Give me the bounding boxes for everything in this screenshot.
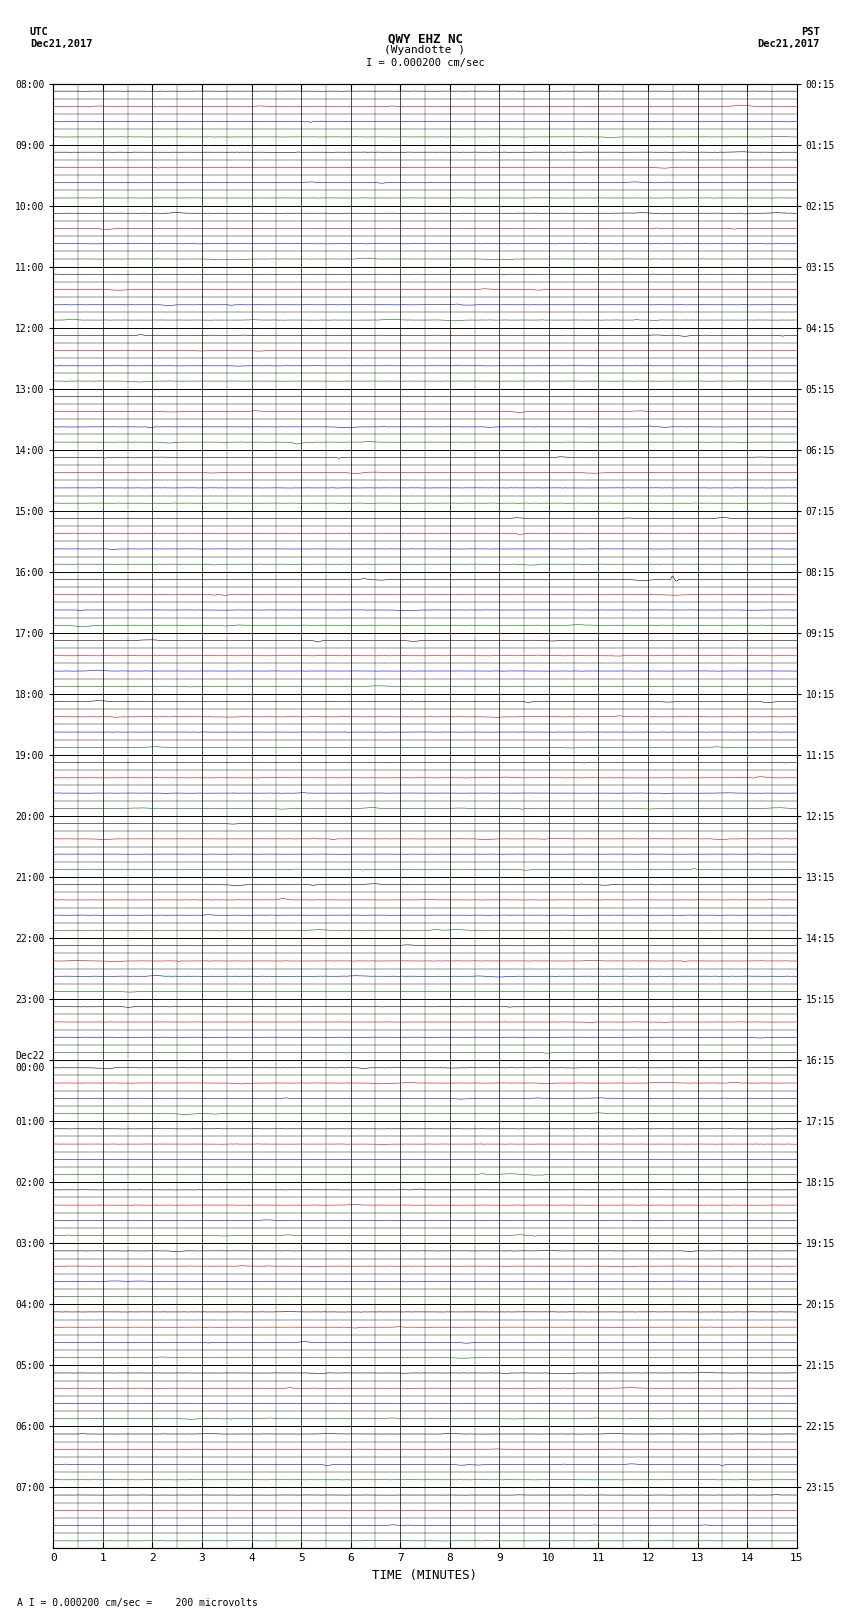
X-axis label: TIME (MINUTES): TIME (MINUTES) bbox=[372, 1569, 478, 1582]
Text: QWY EHZ NC: QWY EHZ NC bbox=[388, 32, 462, 45]
Text: (Wyandotte ): (Wyandotte ) bbox=[384, 45, 466, 55]
Text: A I = 0.000200 cm/sec =    200 microvolts: A I = 0.000200 cm/sec = 200 microvolts bbox=[17, 1598, 258, 1608]
Text: Dec21,2017: Dec21,2017 bbox=[757, 39, 820, 48]
Text: I = 0.000200 cm/sec: I = 0.000200 cm/sec bbox=[366, 58, 484, 68]
Text: Dec21,2017: Dec21,2017 bbox=[30, 39, 93, 48]
Text: UTC: UTC bbox=[30, 27, 48, 37]
Text: PST: PST bbox=[802, 27, 820, 37]
